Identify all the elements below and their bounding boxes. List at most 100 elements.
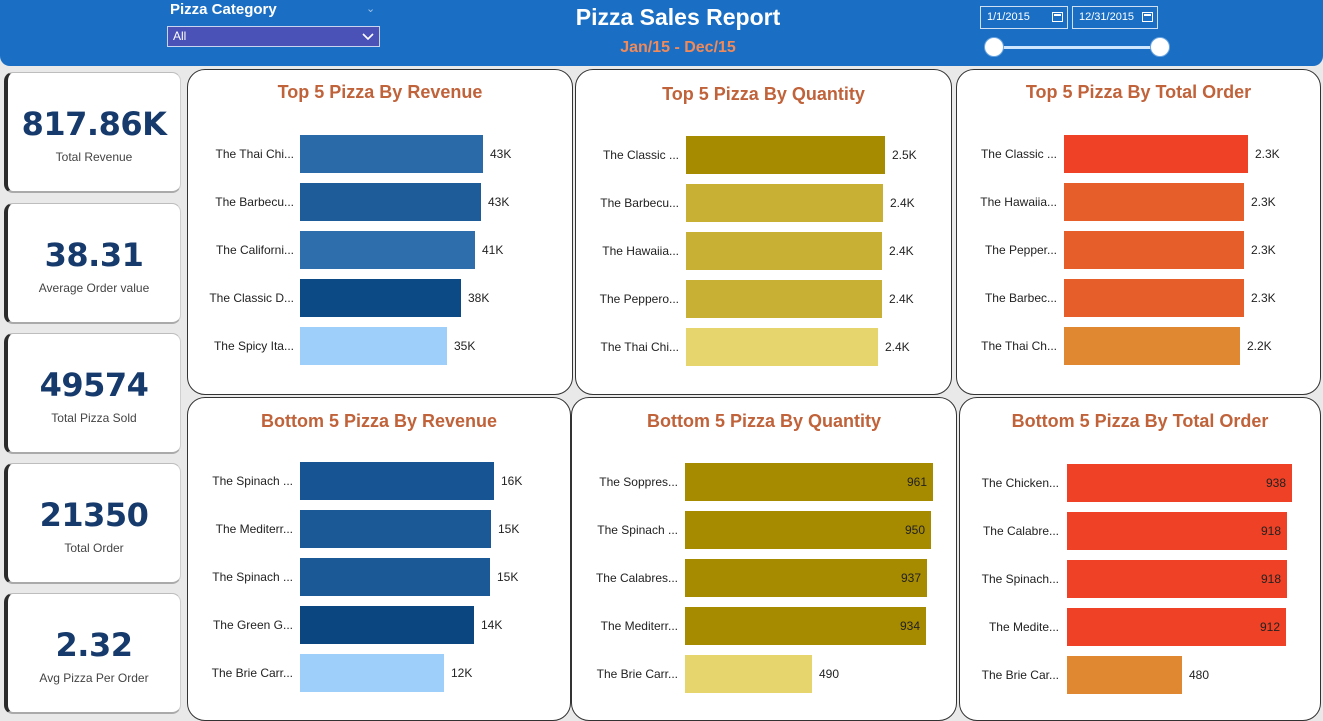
kpi-card-average-order-value: 38.31 Average Order value xyxy=(4,203,181,324)
pizza-category-dropdown[interactable]: All xyxy=(167,26,380,47)
bar-value-label: 918 xyxy=(1260,524,1281,538)
bar[interactable] xyxy=(686,232,882,270)
bar-row: The Thai Ch... 2.2K xyxy=(957,327,1320,365)
chart-bottom5-revenue: Bottom 5 Pizza By Revenue The Spinach ..… xyxy=(187,397,571,721)
bar-category-label: The Pepper... xyxy=(984,243,1057,257)
bar-row: The Medite... 912 xyxy=(960,608,1320,646)
chart-title: Top 5 Pizza By Revenue xyxy=(277,82,483,102)
bar[interactable] xyxy=(300,327,447,365)
bar-value-label: 2.3K xyxy=(1255,147,1280,161)
kpi-card-total-revenue: 817.86K Total Revenue xyxy=(4,72,181,193)
chart-title: Top 5 Pizza By Total Order xyxy=(1025,82,1252,102)
report-header: Pizza Category ⌄ All Pizza Sales Report … xyxy=(0,0,1323,66)
bar-category-label: The Spicy Ita... xyxy=(213,339,294,353)
bar[interactable] xyxy=(686,280,882,318)
bar[interactable] xyxy=(1067,512,1287,550)
bar[interactable] xyxy=(300,231,475,269)
bar-category-label: The Classic ... xyxy=(980,147,1057,161)
bar-value-label: 2.3K xyxy=(1251,291,1276,305)
bar-category-label: The Brie Car... xyxy=(981,668,1059,682)
bar[interactable] xyxy=(686,328,878,366)
bar-value-label: 38K xyxy=(468,291,490,305)
bar[interactable] xyxy=(300,462,494,500)
bar[interactable] xyxy=(1067,608,1286,646)
bar-value-label: 2.3K xyxy=(1251,195,1276,209)
bar-value-label: 934 xyxy=(899,619,920,633)
bar[interactable] xyxy=(1067,464,1292,502)
bar[interactable] xyxy=(300,558,490,596)
bar-category-label: The Spinach ... xyxy=(212,474,293,488)
bar-category-label: The Thai Chi... xyxy=(600,340,679,354)
bar-category-label: The Hawaiia... xyxy=(980,195,1057,209)
start-date-input[interactable]: 1/1/2015 xyxy=(980,6,1068,29)
bar-value-label: 43K xyxy=(490,147,512,161)
start-date-value: 1/1/2015 xyxy=(987,11,1030,23)
bar-category-label: The Thai Ch... xyxy=(981,339,1057,353)
collapse-chevron-icon[interactable]: ⌄ xyxy=(366,3,376,15)
calendar-icon[interactable] xyxy=(1142,12,1153,22)
bar-row: The Spinach ... 16K xyxy=(188,462,570,500)
bar[interactable] xyxy=(1064,183,1244,221)
chart-title: Top 5 Pizza By Quantity xyxy=(662,84,865,104)
bar-category-label: The Hawaiia... xyxy=(602,244,679,258)
bar[interactable] xyxy=(1067,656,1182,694)
bar-category-label: The Classic ... xyxy=(602,148,679,162)
bar[interactable] xyxy=(1064,135,1248,173)
bar[interactable] xyxy=(685,511,931,549)
kpi-value: 38.31 xyxy=(44,236,144,274)
bar-row: The Brie Car... 480 xyxy=(960,656,1320,694)
bar-row: The Barbecu... 43K xyxy=(188,183,572,221)
bar-category-label: The Green G... xyxy=(212,618,293,632)
bar[interactable] xyxy=(1067,560,1287,598)
bar[interactable] xyxy=(686,184,883,222)
bar[interactable] xyxy=(300,654,444,692)
bar-row: The Pepper... 2.3K xyxy=(957,231,1320,269)
date-slider-start-handle[interactable] xyxy=(984,37,1004,57)
bar[interactable] xyxy=(1064,327,1240,365)
date-slider-end-handle[interactable] xyxy=(1150,37,1170,57)
bar-value-label: 937 xyxy=(900,571,921,585)
bar[interactable] xyxy=(300,135,483,173)
kpi-label: Total Pizza Sold xyxy=(51,411,137,425)
pizza-category-filter-label: Pizza Category xyxy=(170,1,277,18)
bar-value-label: 43K xyxy=(488,195,510,209)
bar-category-label: The Brie Carr... xyxy=(211,666,293,680)
end-date-input[interactable]: 12/31/2015 xyxy=(1072,6,1158,29)
bar-row: The Brie Carr... 12K xyxy=(188,654,570,692)
bar[interactable] xyxy=(686,136,885,174)
chart-top5-revenue: Top 5 Pizza By Revenue The Thai Chi... 43… xyxy=(187,69,573,395)
bar-row: The Hawaiia... 2.4K xyxy=(576,232,951,270)
bar-value-label: 2.4K xyxy=(885,340,910,354)
bar[interactable] xyxy=(300,183,481,221)
bar-category-label: The Spinach ... xyxy=(212,570,293,584)
kpi-card-avg-pizza-per-order: 2.32 Avg Pizza Per Order xyxy=(4,593,181,714)
bar[interactable] xyxy=(300,510,491,548)
date-range-slider[interactable] xyxy=(994,46,1160,49)
bar[interactable] xyxy=(1064,279,1244,317)
bar-value-label: 2.5K xyxy=(892,148,917,162)
kpi-value: 49574 xyxy=(39,366,149,404)
bar-value-label: 12K xyxy=(451,666,473,680)
bar-row: The Classic D... 38K xyxy=(188,279,572,317)
bar[interactable] xyxy=(300,279,461,317)
bar[interactable] xyxy=(685,607,926,645)
bar-value-label: 2.2K xyxy=(1247,339,1272,353)
bar-value-label: 2.4K xyxy=(889,292,914,306)
bar-row: The Spinach ... 950 xyxy=(572,511,956,549)
bar[interactable] xyxy=(300,606,474,644)
bar-row: The Barbecu... 2.4K xyxy=(576,184,951,222)
kpi-card-total-pizza-sold: 49574 Total Pizza Sold xyxy=(4,333,181,454)
bar[interactable] xyxy=(685,655,812,693)
calendar-icon[interactable] xyxy=(1052,12,1063,22)
bar[interactable] xyxy=(685,463,933,501)
bar-row: The Thai Chi... 43K xyxy=(188,135,572,173)
chart-bottom5-quantity: Bottom 5 Pizza By Quantity The Soppres..… xyxy=(571,397,957,721)
bar-row: The Barbec... 2.3K xyxy=(957,279,1320,317)
kpi-card-total-order: 21350 Total Order xyxy=(4,463,181,584)
bar[interactable] xyxy=(1064,231,1244,269)
bar-row: The Classic ... 2.5K xyxy=(576,136,951,174)
kpi-label: Average Order value xyxy=(38,281,150,295)
bar-category-label: The Medite... xyxy=(988,620,1059,634)
bar[interactable] xyxy=(685,559,927,597)
bar-value-label: 961 xyxy=(906,475,927,489)
